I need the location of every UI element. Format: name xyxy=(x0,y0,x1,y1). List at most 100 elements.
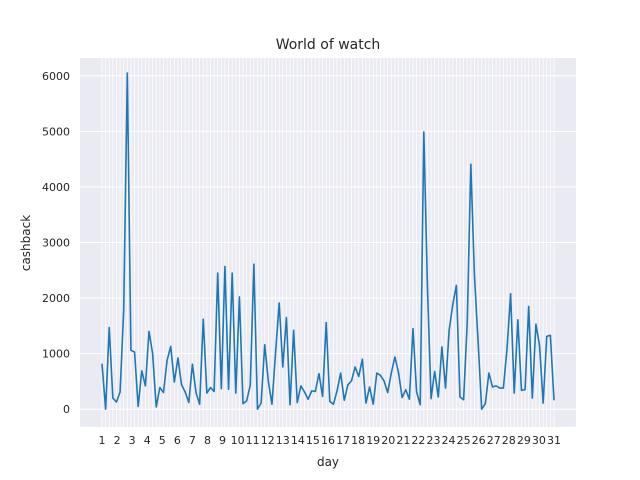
data-point xyxy=(253,263,255,265)
x-tick-label: 13 xyxy=(276,434,290,447)
data-point xyxy=(477,340,479,342)
data-point xyxy=(267,380,269,382)
data-point xyxy=(115,401,117,403)
data-point xyxy=(271,403,273,405)
data-point xyxy=(209,387,211,389)
data-point xyxy=(134,351,136,353)
data-point xyxy=(340,372,342,374)
data-point xyxy=(144,385,146,387)
data-point xyxy=(412,328,414,330)
data-point xyxy=(470,163,472,165)
data-point xyxy=(213,390,215,392)
data-point xyxy=(184,391,186,393)
x-tick-label: 11 xyxy=(246,434,260,447)
data-point xyxy=(430,398,432,400)
data-point xyxy=(369,386,371,388)
y-tick-label: 4000 xyxy=(42,181,70,194)
data-point xyxy=(445,387,447,389)
x-tick-label: 4 xyxy=(144,434,151,447)
data-point xyxy=(434,370,436,372)
data-point xyxy=(119,391,121,393)
x-tick-label: 3 xyxy=(129,434,136,447)
data-point xyxy=(347,384,349,386)
data-point xyxy=(181,384,183,386)
data-point xyxy=(137,405,139,407)
data-point xyxy=(105,408,107,410)
data-point xyxy=(318,373,320,375)
data-point xyxy=(513,392,515,394)
data-point xyxy=(528,305,530,307)
x-tick-label: 22 xyxy=(411,434,425,447)
data-point xyxy=(249,384,251,386)
x-tick-label: 14 xyxy=(291,434,305,447)
data-point xyxy=(473,275,475,277)
x-tick-label: 20 xyxy=(381,434,395,447)
data-point xyxy=(314,390,316,392)
x-tick-label: 27 xyxy=(487,434,501,447)
data-point xyxy=(159,387,161,389)
data-point xyxy=(152,353,154,355)
data-point xyxy=(455,284,457,286)
y-tick-label: 5000 xyxy=(42,125,70,138)
data-point xyxy=(289,404,291,406)
x-axis-ticks: 1 2 3 4 5 6 7 8 9 10 11 12 13 14 15 16 17 18 19 20 21 22 23 24 2… xyxy=(99,434,562,447)
x-tick-label: 26 xyxy=(472,434,486,447)
data-point xyxy=(293,329,295,331)
y-axis-ticks: 0 1000 2000 3000 4000 5000 6000 xyxy=(42,70,70,416)
y-tick-label: 2000 xyxy=(42,292,70,305)
x-tick-label: 30 xyxy=(532,434,546,447)
data-point xyxy=(228,388,230,390)
data-point xyxy=(220,388,222,390)
data-point xyxy=(502,387,504,389)
data-point xyxy=(329,400,331,402)
data-point xyxy=(351,380,353,382)
data-point xyxy=(141,370,143,372)
data-point xyxy=(282,366,284,368)
x-tick-label: 10 xyxy=(231,434,245,447)
data-point xyxy=(235,392,237,394)
x-tick-label: 12 xyxy=(261,434,275,447)
data-point xyxy=(285,317,287,319)
data-point xyxy=(535,323,537,325)
data-point xyxy=(343,399,345,401)
data-point xyxy=(148,330,150,332)
data-point xyxy=(325,322,327,324)
data-point xyxy=(177,357,179,359)
data-point xyxy=(405,389,407,391)
data-point xyxy=(191,363,193,365)
y-tick-label: 1000 xyxy=(42,348,70,361)
data-point xyxy=(437,396,439,398)
data-point xyxy=(296,402,298,404)
data-point xyxy=(376,372,378,374)
data-point xyxy=(383,380,385,382)
data-point xyxy=(206,392,208,394)
x-tick-label: 9 xyxy=(219,434,226,447)
data-point xyxy=(517,319,519,321)
data-point xyxy=(499,387,501,389)
data-point xyxy=(260,402,262,404)
data-point xyxy=(539,344,541,346)
y-tick-label: 6000 xyxy=(42,70,70,83)
data-point xyxy=(394,356,396,358)
data-point xyxy=(238,296,240,298)
data-point xyxy=(426,286,428,288)
y-tick-label: 0 xyxy=(63,403,70,416)
x-tick-label: 31 xyxy=(547,434,561,447)
data-point xyxy=(354,366,356,368)
data-point xyxy=(311,390,313,392)
data-point xyxy=(307,398,309,400)
x-tick-label: 7 xyxy=(189,434,196,447)
data-point xyxy=(441,346,443,348)
data-point xyxy=(520,389,522,391)
data-point xyxy=(126,72,128,74)
data-point xyxy=(300,385,302,387)
data-point xyxy=(256,408,258,410)
data-point xyxy=(195,392,197,394)
x-tick-label: 25 xyxy=(457,434,471,447)
data-point xyxy=(448,329,450,331)
data-point xyxy=(408,398,410,400)
data-point xyxy=(510,293,512,295)
x-axis-label: day xyxy=(317,455,339,469)
data-point xyxy=(199,403,201,405)
x-tick-label: 6 xyxy=(174,434,181,447)
